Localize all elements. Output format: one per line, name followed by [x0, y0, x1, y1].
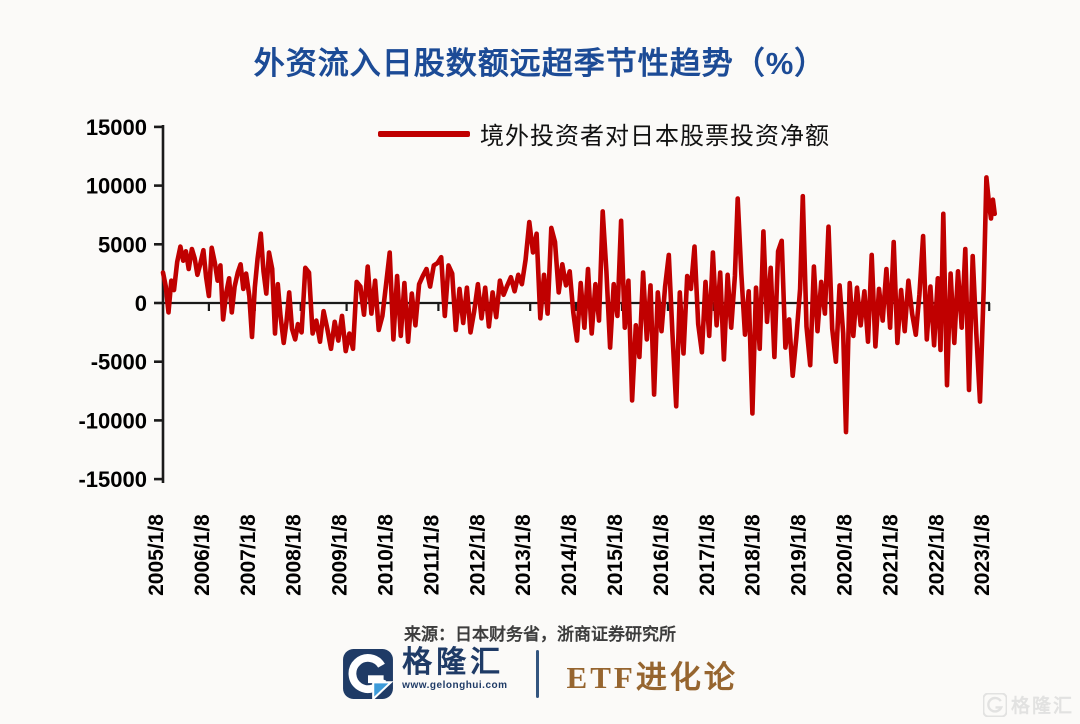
x-tick-label: 2014/1/8 — [558, 514, 581, 596]
channel-title: ETF进化论 — [566, 659, 738, 695]
x-tick-label: 2008/1/8 — [283, 514, 306, 596]
x-tick-label: 2011/1/8 — [420, 514, 443, 595]
x-tick-label: 2009/1/8 — [329, 514, 352, 596]
chart-title: 外资流入日股数额远超季节性趋势（%） — [253, 46, 827, 81]
y-tick-label: 15000 — [86, 115, 147, 140]
x-tick-label: 2018/1/8 — [742, 514, 765, 596]
legend-line-swatch — [378, 130, 470, 137]
brand-name: 格隆汇 — [402, 646, 505, 679]
x-tick-label: 2017/1/8 — [696, 514, 719, 596]
x-tick-label: 2005/1/8 — [145, 514, 168, 596]
brand-text-block: 格隆汇 www.gelonghui.com — [402, 648, 507, 691]
x-tick-label: 2022/1/8 — [925, 514, 948, 596]
y-tick-label: 5000 — [98, 232, 147, 257]
x-tick-label: 2007/1/8 — [237, 514, 260, 596]
watermark-text: 格隆汇 — [1010, 696, 1074, 717]
x-tick-label: 2021/1/8 — [879, 514, 902, 596]
legend-series-label: 境外投资者对日本股票投资净额 — [480, 124, 830, 150]
footer-divider — [535, 650, 539, 698]
watermark: 格隆汇 — [982, 691, 1074, 718]
y-tick-label: -5000 — [91, 350, 147, 375]
brand-url: www.gelonghui.com — [402, 680, 508, 691]
y-tick-label: 10000 — [86, 174, 147, 199]
x-tick-label: 2020/1/8 — [834, 514, 857, 596]
x-tick-label: 2019/1/8 — [788, 514, 811, 596]
x-tick-label: 2016/1/8 — [650, 514, 673, 596]
chart-legend: 境外投资者对日本股票投资净额 — [378, 116, 830, 151]
watermark-logo-icon — [982, 692, 1007, 717]
source-note: 来源：日本财务省，浙商证券研究所 — [404, 625, 676, 644]
x-tick-label: 2006/1/8 — [191, 514, 214, 596]
x-tick-label: 2010/1/8 — [375, 514, 398, 596]
x-tick-label: 2013/1/8 — [512, 514, 535, 596]
y-tick-label: -10000 — [78, 408, 147, 433]
y-tick-label: -15000 — [78, 467, 147, 492]
brand-logo-block: 格隆汇 www.gelonghui.com — [342, 648, 507, 700]
y-tick-label: 0 — [135, 291, 147, 316]
series-line — [160, 175, 998, 435]
x-tick-label: 2012/1/8 — [466, 514, 489, 596]
x-tick-label: 2023/1/8 — [971, 514, 994, 596]
x-tick-label: 2015/1/8 — [604, 514, 627, 596]
gelonghui-logo-icon — [343, 649, 394, 700]
footer-branding: 格隆汇 www.gelonghui.com ETF进化论 — [0, 648, 1080, 700]
